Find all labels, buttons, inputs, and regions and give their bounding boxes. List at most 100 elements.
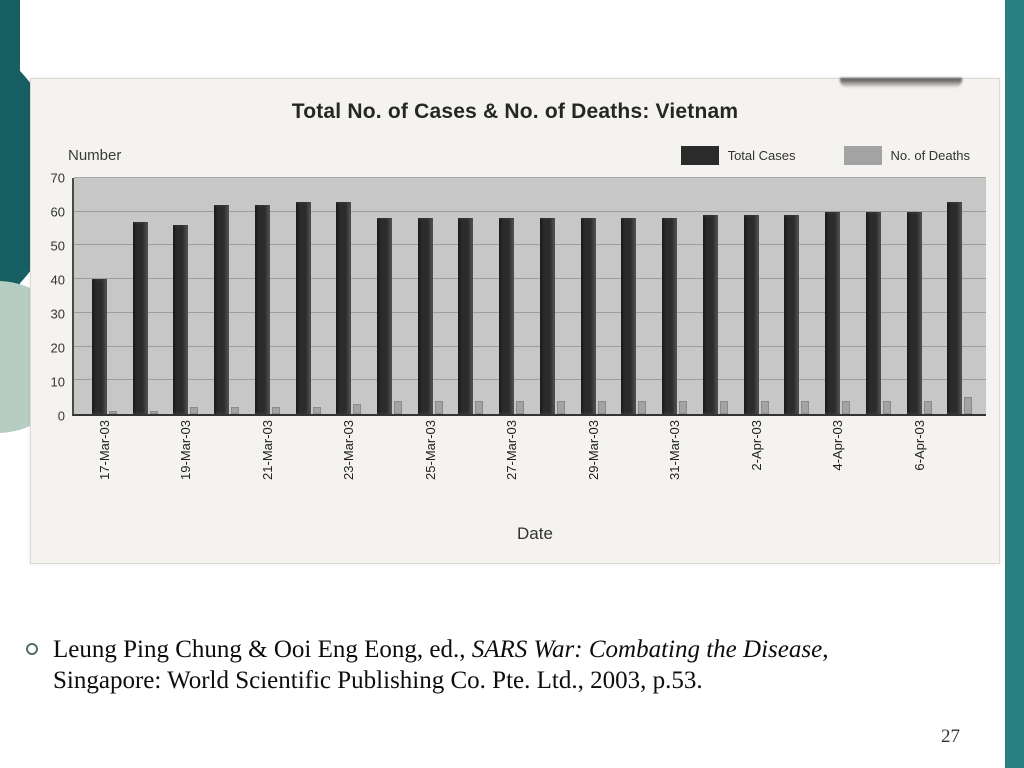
- bar-no-of-deaths: [760, 400, 769, 414]
- x-tick-label: 23-Mar-03: [341, 420, 357, 480]
- bar-total-cases: [580, 218, 596, 414]
- legend-swatch-total-cases: [680, 145, 719, 165]
- x-tick-slot: [369, 420, 410, 516]
- bar-total-cases: [947, 201, 963, 414]
- legend-swatch-deaths: [843, 145, 882, 165]
- bar-no-of-deaths: [842, 400, 851, 414]
- x-tick-label: 31-Mar-03: [667, 420, 683, 480]
- y-tick-label: 40: [50, 272, 65, 288]
- x-tick-slot: 19-Mar-03: [165, 420, 206, 516]
- gridline: [74, 244, 986, 246]
- gridline: [74, 345, 986, 347]
- bar-no-of-deaths: [149, 410, 158, 414]
- bar-no-of-deaths: [312, 407, 321, 414]
- page-number: 27: [941, 726, 960, 747]
- bar-no-of-deaths: [108, 410, 117, 414]
- x-tick-slot: [858, 420, 899, 516]
- bar-no-of-deaths: [638, 400, 647, 414]
- plot-area: [72, 177, 986, 416]
- x-tick-label: 4-Apr-03: [830, 420, 846, 471]
- circle-bullet-icon: [26, 643, 38, 655]
- citation-text: Leung Ping Chung & Ooi Eng Eong, ed., SA…: [53, 634, 828, 697]
- right-edge-bar: [1005, 0, 1024, 768]
- bar-total-cases: [417, 218, 433, 414]
- bar-total-cases: [458, 218, 474, 414]
- bar-group: [125, 178, 166, 414]
- bar-no-of-deaths: [719, 400, 728, 414]
- citation-line1-end: ,: [822, 636, 829, 663]
- gridline: [74, 210, 986, 212]
- x-tick-slot: [939, 420, 980, 516]
- citation-line2: Singapore: World Scientific Publishing C…: [53, 667, 703, 695]
- bar-total-cases: [743, 215, 759, 414]
- bar-total-cases: [825, 211, 841, 414]
- chart-image: Total No. of Cases & No. of Deaths: Viet…: [30, 78, 1000, 564]
- x-tick-slot: 4-Apr-03: [817, 420, 858, 516]
- bar-group: [654, 178, 695, 414]
- x-tick-slot: 25-Mar-03: [410, 420, 451, 516]
- y-tick-label: 10: [50, 374, 65, 390]
- bar-group: [328, 178, 369, 414]
- bar-group: [206, 178, 247, 414]
- bar-total-cases: [132, 221, 148, 414]
- bar-no-of-deaths: [882, 400, 891, 414]
- chart-header: Number Total Cases No. of Deaths: [68, 144, 970, 166]
- bar-no-of-deaths: [394, 400, 402, 414]
- gridline: [74, 311, 986, 313]
- bar-total-cases: [336, 201, 352, 414]
- bar-total-cases: [702, 215, 718, 414]
- bar-total-cases: [173, 225, 189, 414]
- bar-total-cases: [621, 218, 637, 414]
- x-tick-slot: [695, 420, 736, 516]
- x-tick-label: 29-Mar-03: [585, 420, 601, 480]
- x-tick-label: 25-Mar-03: [422, 420, 438, 480]
- bar-total-cases: [662, 218, 678, 414]
- gridline: [74, 278, 986, 280]
- bar-no-of-deaths: [434, 400, 443, 414]
- bar-group: [247, 178, 288, 414]
- y-tick-label: 50: [50, 238, 65, 254]
- bar-total-cases: [539, 218, 555, 414]
- legend-label-deaths: No. of Deaths: [890, 147, 971, 163]
- plot-row: 70 60 50 40 30 20 10 0: [38, 172, 986, 423]
- bar-no-of-deaths: [679, 400, 688, 414]
- bar-total-cases: [91, 279, 107, 414]
- bar-no-of-deaths: [271, 407, 280, 414]
- bar-no-of-deaths: [516, 400, 525, 414]
- y-axis-ticks: 70 60 50 40 30 20 10 0: [38, 172, 72, 423]
- bar-group: [288, 178, 329, 414]
- x-tick-label: 17-Mar-03: [96, 420, 112, 480]
- x-tick-label: 19-Mar-03: [178, 420, 194, 480]
- x-tick-slot: 23-Mar-03: [328, 420, 369, 516]
- x-axis-labels: 17-Mar-03 19-Mar-03 21-Mar-03 23-Mar-03 25-M…: [74, 420, 986, 516]
- bar-group: [858, 178, 899, 414]
- bar-no-of-deaths: [597, 400, 606, 414]
- bar-group: [776, 178, 817, 414]
- x-tick-slot: [776, 420, 817, 516]
- x-tick-slot: [288, 420, 329, 516]
- legend-label-total-cases: Total Cases: [727, 147, 796, 163]
- x-tick-slot: [532, 420, 573, 516]
- bar-group: [491, 178, 532, 414]
- x-tick-slot: 17-Mar-03: [84, 420, 125, 516]
- bar-no-of-deaths: [353, 403, 362, 414]
- y-axis-title: Number: [68, 146, 122, 164]
- citation-book-title: SARS War: Combating the Disease: [471, 636, 823, 663]
- bar-group: [369, 178, 410, 414]
- bar-total-cases: [214, 204, 230, 414]
- y-tick-label: 30: [50, 306, 65, 322]
- y-tick-label: 0: [57, 408, 65, 424]
- bar-group: [939, 178, 980, 414]
- bar-group: [410, 178, 451, 414]
- x-axis-title: Date: [517, 524, 553, 543]
- x-tick-slot: 29-Mar-03: [573, 420, 614, 516]
- x-tick-slot: 21-Mar-03: [247, 420, 288, 516]
- bar-total-cases: [295, 201, 311, 414]
- bar-group: [451, 178, 492, 414]
- bar-no-of-deaths: [231, 407, 240, 414]
- bar-total-cases: [865, 211, 881, 414]
- x-tick-label: 6-Apr-03: [911, 420, 927, 471]
- chart-legend: Total Cases No. of Deaths: [680, 145, 971, 165]
- x-tick-slot: [206, 420, 247, 516]
- scan-smudge: [840, 78, 962, 88]
